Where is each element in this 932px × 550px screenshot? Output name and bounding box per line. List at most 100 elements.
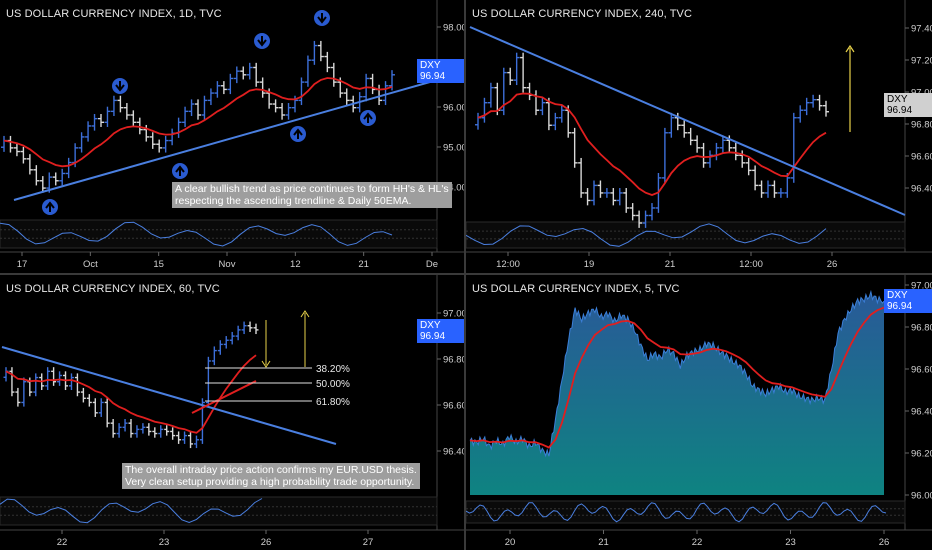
daily-price-badge: DXY 96.94 [417, 59, 464, 83]
x-tick-label: 19 [584, 259, 595, 270]
daily-note-line-1: A clear bullish trend as price continues… [175, 183, 449, 195]
x-tick-label: 12:00 [496, 259, 520, 270]
y-tick-label: 94.00 [443, 183, 464, 194]
y-tick-label: 96.40 [443, 447, 464, 458]
y-tick-label: 97.00 [443, 309, 464, 320]
x-tick-label: 22 [692, 537, 703, 548]
h4-badge-value: 96.94 [887, 105, 913, 116]
m5-price-badge: DXY 96.94 [884, 289, 932, 313]
y-tick-label: 96.80 [911, 120, 932, 131]
x-tick-label: 26 [827, 259, 838, 270]
arrow-up-icon [363, 112, 373, 123]
fibonacci-level-label: 61.80% [316, 397, 350, 408]
h1-chart-title: US DOLLAR CURRENCY INDEX, 60, TVC [6, 283, 220, 295]
arrow-down-icon [261, 360, 271, 368]
x-tick-label: Oct [83, 259, 98, 270]
x-tick-label: 21 [358, 259, 369, 270]
m5-chart-title: US DOLLAR CURRENCY INDEX, 5, TVC [472, 283, 680, 295]
x-tick-label: De [426, 259, 438, 270]
x-tick-label: 12 [290, 259, 301, 270]
x-tick-label: 20 [505, 537, 516, 548]
x-tick-label: 22 [57, 537, 68, 548]
y-tick-label: 96.20 [911, 449, 932, 460]
y-tick-label: 96.80 [911, 323, 932, 334]
descending-trendline [469, 26, 906, 216]
arrow-up-icon [845, 44, 855, 53]
chart-panel-m5[interactable]: 97.00 96.80 96.60 96.40 96.20 96.00 20 21 22 23 26… [466, 275, 932, 550]
h1-badge-value: 96.94 [420, 331, 446, 342]
fibonacci-level-label: 38.20% [316, 364, 350, 375]
h1-price-badge: DXY 96.94 [417, 319, 464, 343]
x-tick-label: Nov [219, 259, 236, 270]
oscillator-line [466, 502, 887, 523]
m5-badge-value: 96.94 [887, 301, 913, 312]
y-tick-label: 96.80 [443, 355, 464, 366]
oscillator-pane [0, 219, 438, 249]
y-tick-label: 96.60 [911, 365, 932, 376]
arrow-down-icon [317, 13, 327, 24]
ema-50-line [5, 354, 257, 434]
h1-badge-symbol: DXY [420, 320, 441, 331]
oscillator-pane [0, 496, 438, 526]
ascending-trendline [13, 79, 438, 201]
h4-chart-svg[interactable]: 97.4097.2097.0096.8096.6096.4012:0019211… [466, 0, 932, 273]
m5-badge-symbol: DXY [887, 290, 908, 301]
y-tick-label: 98.00 [443, 23, 464, 34]
arrow-down-icon [257, 36, 267, 47]
oscillator-pane [466, 221, 906, 249]
price-area-fill [470, 291, 884, 495]
daily-note-line-2: respecting the ascending trendline & Dai… [175, 195, 412, 207]
y-tick-label: 96.40 [911, 184, 932, 195]
panel-divider-horizontal[interactable] [0, 273, 932, 275]
y-tick-label: 95.00 [443, 143, 464, 154]
x-tick-label: 26 [261, 537, 272, 548]
x-tick-label: 23 [159, 537, 170, 548]
arrow-up-icon [300, 310, 310, 318]
x-tick-label: 17 [17, 259, 28, 270]
y-tick-label: 96.00 [911, 491, 932, 502]
daily-analysis-note: A clear bullish trend as price continues… [172, 182, 452, 208]
x-tick-label: 21 [598, 537, 609, 548]
projection-line [191, 380, 257, 414]
x-tick-label: 12:00 [739, 259, 763, 270]
x-tick-label: 23 [785, 537, 796, 548]
x-tick-label: 15 [153, 259, 164, 270]
daily-chart-svg[interactable]: 98.0097.0096.0095.0094.0017Oct15Nov1221D… [0, 0, 464, 273]
y-tick-label: 97.40 [911, 24, 932, 35]
arrow-up-icon [175, 165, 185, 176]
chart-panel-h4[interactable]: 97.4097.2097.0096.8096.6096.4012:0019211… [466, 0, 932, 273]
m5-chart-svg[interactable]: 97.00 96.80 96.60 96.40 96.20 96.00 20 21 22 23 26 [466, 275, 932, 550]
fibonacci-level-label: 50.00% [316, 379, 350, 390]
x-tick-label: 27 [363, 537, 374, 548]
oscillator-line [0, 498, 263, 524]
oscillator-pane [466, 500, 906, 524]
arrow-up-icon [45, 201, 55, 212]
x-tick-label: 21 [665, 259, 676, 270]
y-tick-label: 96.60 [443, 401, 464, 412]
panel-divider-vertical[interactable] [464, 0, 466, 550]
x-tick-label: 26 [879, 537, 890, 548]
oscillator-line [466, 223, 827, 247]
daily-badge-value: 96.94 [420, 71, 446, 82]
ema-50-line [469, 306, 885, 449]
h4-price-badge: DXY 96.94 [884, 93, 932, 117]
descending-trendline [1, 346, 337, 445]
ema-50-line [477, 92, 827, 196]
y-tick-label: 96.00 [443, 103, 464, 114]
h1-analysis-note: The overall intraday price action confir… [122, 463, 420, 489]
h1-chart-svg[interactable]: 97.00 96.80 96.60 96.40 22 23 26 27 38.20% 50.00%… [0, 275, 464, 550]
y-tick-label: 97.00 [911, 281, 932, 292]
h4-chart-title: US DOLLAR CURRENCY INDEX, 240, TVC [472, 8, 692, 20]
oscillator-line [0, 221, 393, 247]
h1-note-line-1: The overall intraday price action confir… [125, 464, 417, 476]
h4-badge-symbol: DXY [887, 94, 908, 105]
chart-panel-h1[interactable]: 97.00 96.80 96.60 96.40 22 23 26 27 38.20% 50.00%… [0, 275, 464, 550]
y-tick-label: 96.40 [911, 407, 932, 418]
h1-note-line-2: Very clean setup providing a high probab… [125, 476, 415, 488]
arrow-up-icon [293, 128, 303, 139]
chart-panel-daily[interactable]: 98.0097.0096.0095.0094.0017Oct15Nov1221D… [0, 0, 464, 273]
y-tick-label: 96.60 [911, 152, 932, 163]
daily-chart-title: US DOLLAR CURRENCY INDEX, 1D, TVC [6, 8, 222, 20]
y-tick-label: 97.20 [911, 56, 932, 67]
arrow-down-icon [115, 81, 125, 92]
